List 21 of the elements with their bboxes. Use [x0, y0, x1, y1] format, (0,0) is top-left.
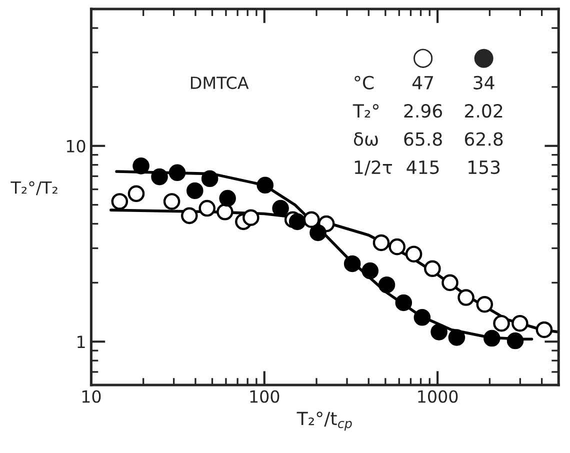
x-tick-label: 1000 [418, 390, 458, 403]
annotation: 65.8 [404, 132, 442, 146]
annotation: 1/2τ [354, 160, 392, 176]
x-tick-label: 100 [250, 390, 280, 403]
annotation: 47 [412, 76, 433, 90]
annotation: 415 [406, 160, 439, 174]
y-tick-label: 1 [78, 336, 85, 348]
annotation: ○ [414, 48, 433, 68]
annotation: 62.8 [464, 132, 503, 146]
annotation: 153 [468, 160, 500, 174]
annotation: T₂° [352, 104, 379, 118]
annotation: 2.96 [404, 104, 442, 118]
x-tick-label: 10 [82, 390, 101, 403]
y-axis-title: T₂°/T₂ [10, 181, 58, 196]
annotation: DMTCA [190, 76, 249, 90]
annotation: ● [474, 48, 494, 68]
annotation: °C [354, 76, 374, 90]
x-axis-title: T₂°/t$_{cp}$ [296, 412, 352, 431]
annotation: δω [354, 132, 378, 146]
annotation: 2.02 [465, 104, 502, 118]
annotation: 34 [474, 76, 494, 90]
